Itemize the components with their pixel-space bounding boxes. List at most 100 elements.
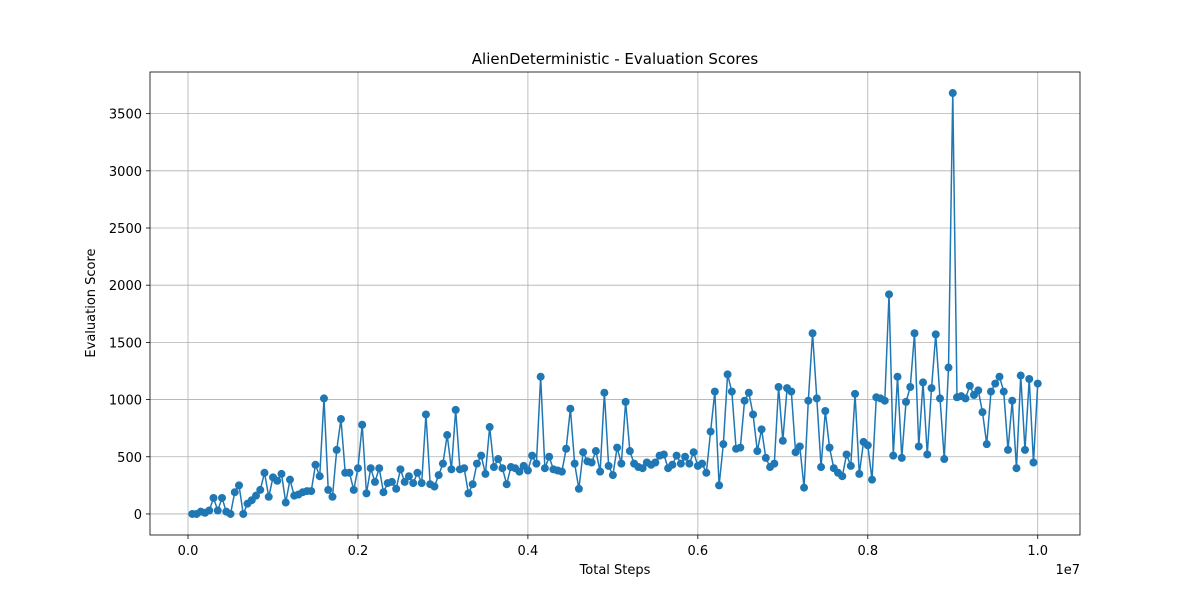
point (804, 396, 813, 405)
point (307, 487, 316, 496)
point (753, 447, 762, 456)
x-tick-label: 0.8 (857, 544, 878, 559)
point (846, 461, 855, 470)
point (574, 484, 583, 493)
point (315, 472, 324, 481)
point (825, 443, 834, 452)
y-tick-label: 500 (117, 451, 142, 466)
point (460, 464, 469, 473)
point (948, 89, 957, 98)
point (256, 485, 265, 494)
point (749, 410, 758, 419)
point (1029, 458, 1038, 467)
point (336, 415, 345, 424)
point (324, 485, 333, 494)
point (744, 388, 753, 397)
point (319, 394, 328, 403)
point (438, 459, 447, 468)
point (596, 467, 605, 476)
point (375, 464, 384, 473)
y-tick-label: 1500 (109, 336, 142, 351)
point (562, 444, 571, 453)
point (893, 372, 902, 381)
point (651, 458, 660, 467)
point (260, 468, 269, 477)
point (974, 386, 983, 395)
point (545, 452, 554, 461)
point (345, 468, 354, 477)
point (757, 425, 766, 434)
x-offset-label: 1e7 (1055, 563, 1080, 578)
point (638, 464, 647, 473)
point (591, 447, 600, 456)
point (723, 370, 732, 379)
point (931, 330, 940, 339)
point (451, 405, 460, 414)
point (812, 394, 821, 403)
point (515, 467, 524, 476)
point (795, 442, 804, 451)
point (991, 379, 1000, 388)
point (353, 464, 362, 473)
point (366, 464, 375, 473)
point (434, 471, 443, 480)
point (349, 485, 358, 494)
x-tick-label: 0.0 (178, 544, 199, 559)
point (740, 396, 749, 405)
point (715, 481, 724, 490)
point (702, 468, 711, 477)
point (392, 484, 401, 493)
point (239, 509, 248, 518)
point (863, 441, 872, 450)
point (910, 329, 919, 338)
point (706, 427, 715, 436)
point (791, 448, 800, 457)
point (842, 450, 851, 459)
point (328, 492, 337, 501)
point (838, 472, 847, 481)
point (528, 451, 537, 460)
point (235, 481, 244, 490)
y-tick-label: 3000 (109, 165, 142, 180)
point (685, 459, 694, 468)
point (689, 448, 698, 457)
point (502, 480, 511, 489)
line (192, 93, 1039, 517)
point (464, 489, 473, 498)
point (468, 480, 477, 489)
point (995, 372, 1004, 381)
point (965, 381, 974, 390)
point (387, 477, 396, 486)
point (982, 440, 991, 449)
point (787, 387, 796, 396)
point (613, 443, 622, 452)
point (902, 397, 911, 406)
y-tick-label: 1000 (109, 394, 142, 409)
point (332, 445, 341, 454)
point (523, 466, 532, 475)
point (778, 436, 787, 445)
point (570, 459, 579, 468)
point (404, 472, 413, 481)
point (1012, 464, 1021, 473)
point (494, 455, 503, 464)
x-axis-label: Total Steps (579, 563, 651, 578)
y-axis-label: Evaluation Score (84, 248, 99, 357)
point (413, 468, 422, 477)
point (421, 410, 430, 419)
point (379, 488, 388, 497)
point (978, 408, 987, 417)
point (897, 453, 906, 462)
point (659, 450, 668, 459)
point (625, 447, 634, 456)
point (906, 382, 915, 391)
point (209, 493, 218, 502)
point (944, 363, 953, 372)
point (961, 394, 970, 403)
point (698, 459, 707, 468)
point (1033, 379, 1042, 388)
point (579, 448, 588, 457)
point (566, 404, 575, 413)
